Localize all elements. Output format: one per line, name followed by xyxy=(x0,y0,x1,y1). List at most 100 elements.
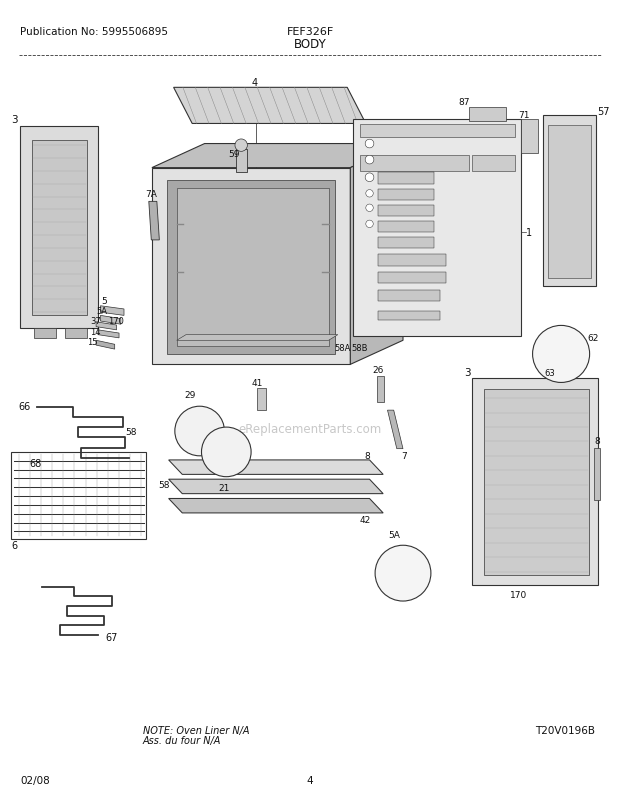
Text: 5A: 5A xyxy=(96,306,107,316)
Text: 1: 1 xyxy=(526,228,532,237)
Polygon shape xyxy=(169,499,383,513)
Text: 15: 15 xyxy=(87,337,97,346)
Text: 58: 58 xyxy=(159,480,170,490)
Circle shape xyxy=(366,190,373,198)
Bar xyxy=(11,452,146,539)
Circle shape xyxy=(533,326,590,383)
Text: 57: 57 xyxy=(598,107,610,117)
Polygon shape xyxy=(472,156,515,172)
Bar xyxy=(378,290,440,302)
Circle shape xyxy=(365,140,374,148)
Polygon shape xyxy=(169,460,383,475)
Polygon shape xyxy=(353,120,521,337)
Text: 6: 6 xyxy=(11,541,17,550)
Text: 42: 42 xyxy=(360,515,371,525)
Text: 29: 29 xyxy=(185,390,196,399)
Text: 5: 5 xyxy=(102,296,107,306)
Text: 5A: 5A xyxy=(388,530,400,540)
Polygon shape xyxy=(472,379,598,585)
Polygon shape xyxy=(177,335,338,341)
Text: 8: 8 xyxy=(365,451,370,460)
Polygon shape xyxy=(188,435,210,444)
Polygon shape xyxy=(20,127,98,329)
Text: T20V0196B: T20V0196B xyxy=(535,725,595,735)
Text: 21: 21 xyxy=(218,483,229,492)
Polygon shape xyxy=(542,115,596,287)
Polygon shape xyxy=(174,88,366,124)
Text: Ass. du four N/A: Ass. du four N/A xyxy=(143,735,221,745)
Text: 8: 8 xyxy=(594,436,600,446)
Circle shape xyxy=(365,156,374,164)
Text: 37: 37 xyxy=(90,316,100,326)
Text: 66: 66 xyxy=(19,402,31,411)
Polygon shape xyxy=(388,411,403,449)
Text: NOTE: Oven Liner N/A: NOTE: Oven Liner N/A xyxy=(143,725,249,735)
Polygon shape xyxy=(34,329,56,338)
Text: 58A: 58A xyxy=(335,343,351,353)
Text: 4: 4 xyxy=(251,78,257,87)
Circle shape xyxy=(235,140,247,152)
Polygon shape xyxy=(391,577,407,586)
Polygon shape xyxy=(547,363,558,372)
Bar xyxy=(236,150,247,172)
Text: 14: 14 xyxy=(90,327,100,337)
Text: 41: 41 xyxy=(251,378,262,387)
Polygon shape xyxy=(152,168,350,365)
Text: 3: 3 xyxy=(464,367,471,377)
Polygon shape xyxy=(484,390,589,575)
Polygon shape xyxy=(98,330,119,338)
Bar xyxy=(521,120,538,154)
Bar xyxy=(360,125,515,138)
Bar xyxy=(257,388,266,411)
Polygon shape xyxy=(169,480,383,494)
Polygon shape xyxy=(548,126,591,279)
Polygon shape xyxy=(186,423,212,435)
Bar xyxy=(378,205,434,217)
Text: 63: 63 xyxy=(544,368,555,378)
Text: BODY: BODY xyxy=(294,38,326,51)
Bar xyxy=(378,237,434,249)
Bar xyxy=(378,273,446,284)
Text: 68: 68 xyxy=(30,459,42,468)
Text: 71: 71 xyxy=(518,111,530,120)
Text: 59: 59 xyxy=(228,149,240,159)
Polygon shape xyxy=(32,140,87,316)
Text: 62: 62 xyxy=(588,334,599,343)
Polygon shape xyxy=(388,565,409,577)
Polygon shape xyxy=(149,202,159,241)
Polygon shape xyxy=(152,144,403,168)
Circle shape xyxy=(202,427,251,477)
Bar xyxy=(378,311,440,321)
Text: 87: 87 xyxy=(459,98,471,107)
Text: 58: 58 xyxy=(125,427,137,436)
Circle shape xyxy=(175,407,224,456)
Polygon shape xyxy=(100,306,124,316)
Polygon shape xyxy=(96,341,115,350)
Polygon shape xyxy=(544,348,567,367)
Bar xyxy=(594,448,600,500)
Text: 7A: 7A xyxy=(145,189,157,199)
Text: 58B: 58B xyxy=(352,343,368,353)
Bar xyxy=(378,173,434,184)
Bar xyxy=(377,377,384,403)
Bar xyxy=(378,189,434,200)
Circle shape xyxy=(365,174,374,182)
Polygon shape xyxy=(167,180,335,354)
Polygon shape xyxy=(215,456,236,465)
Text: 3: 3 xyxy=(11,115,18,125)
Text: 67: 67 xyxy=(105,633,118,642)
Bar xyxy=(378,221,434,233)
Polygon shape xyxy=(350,144,403,365)
Text: Publication No: 5995506895: Publication No: 5995506895 xyxy=(20,27,169,37)
Polygon shape xyxy=(213,444,239,456)
Text: 7: 7 xyxy=(401,451,407,460)
Polygon shape xyxy=(96,322,117,330)
Bar xyxy=(378,255,446,266)
Circle shape xyxy=(366,205,373,213)
Text: 02/08: 02/08 xyxy=(20,775,50,784)
Text: FEF326F: FEF326F xyxy=(286,27,334,37)
Circle shape xyxy=(366,221,373,229)
Text: eReplacementParts.com: eReplacementParts.com xyxy=(238,423,382,435)
Circle shape xyxy=(375,545,431,602)
Polygon shape xyxy=(177,188,329,346)
